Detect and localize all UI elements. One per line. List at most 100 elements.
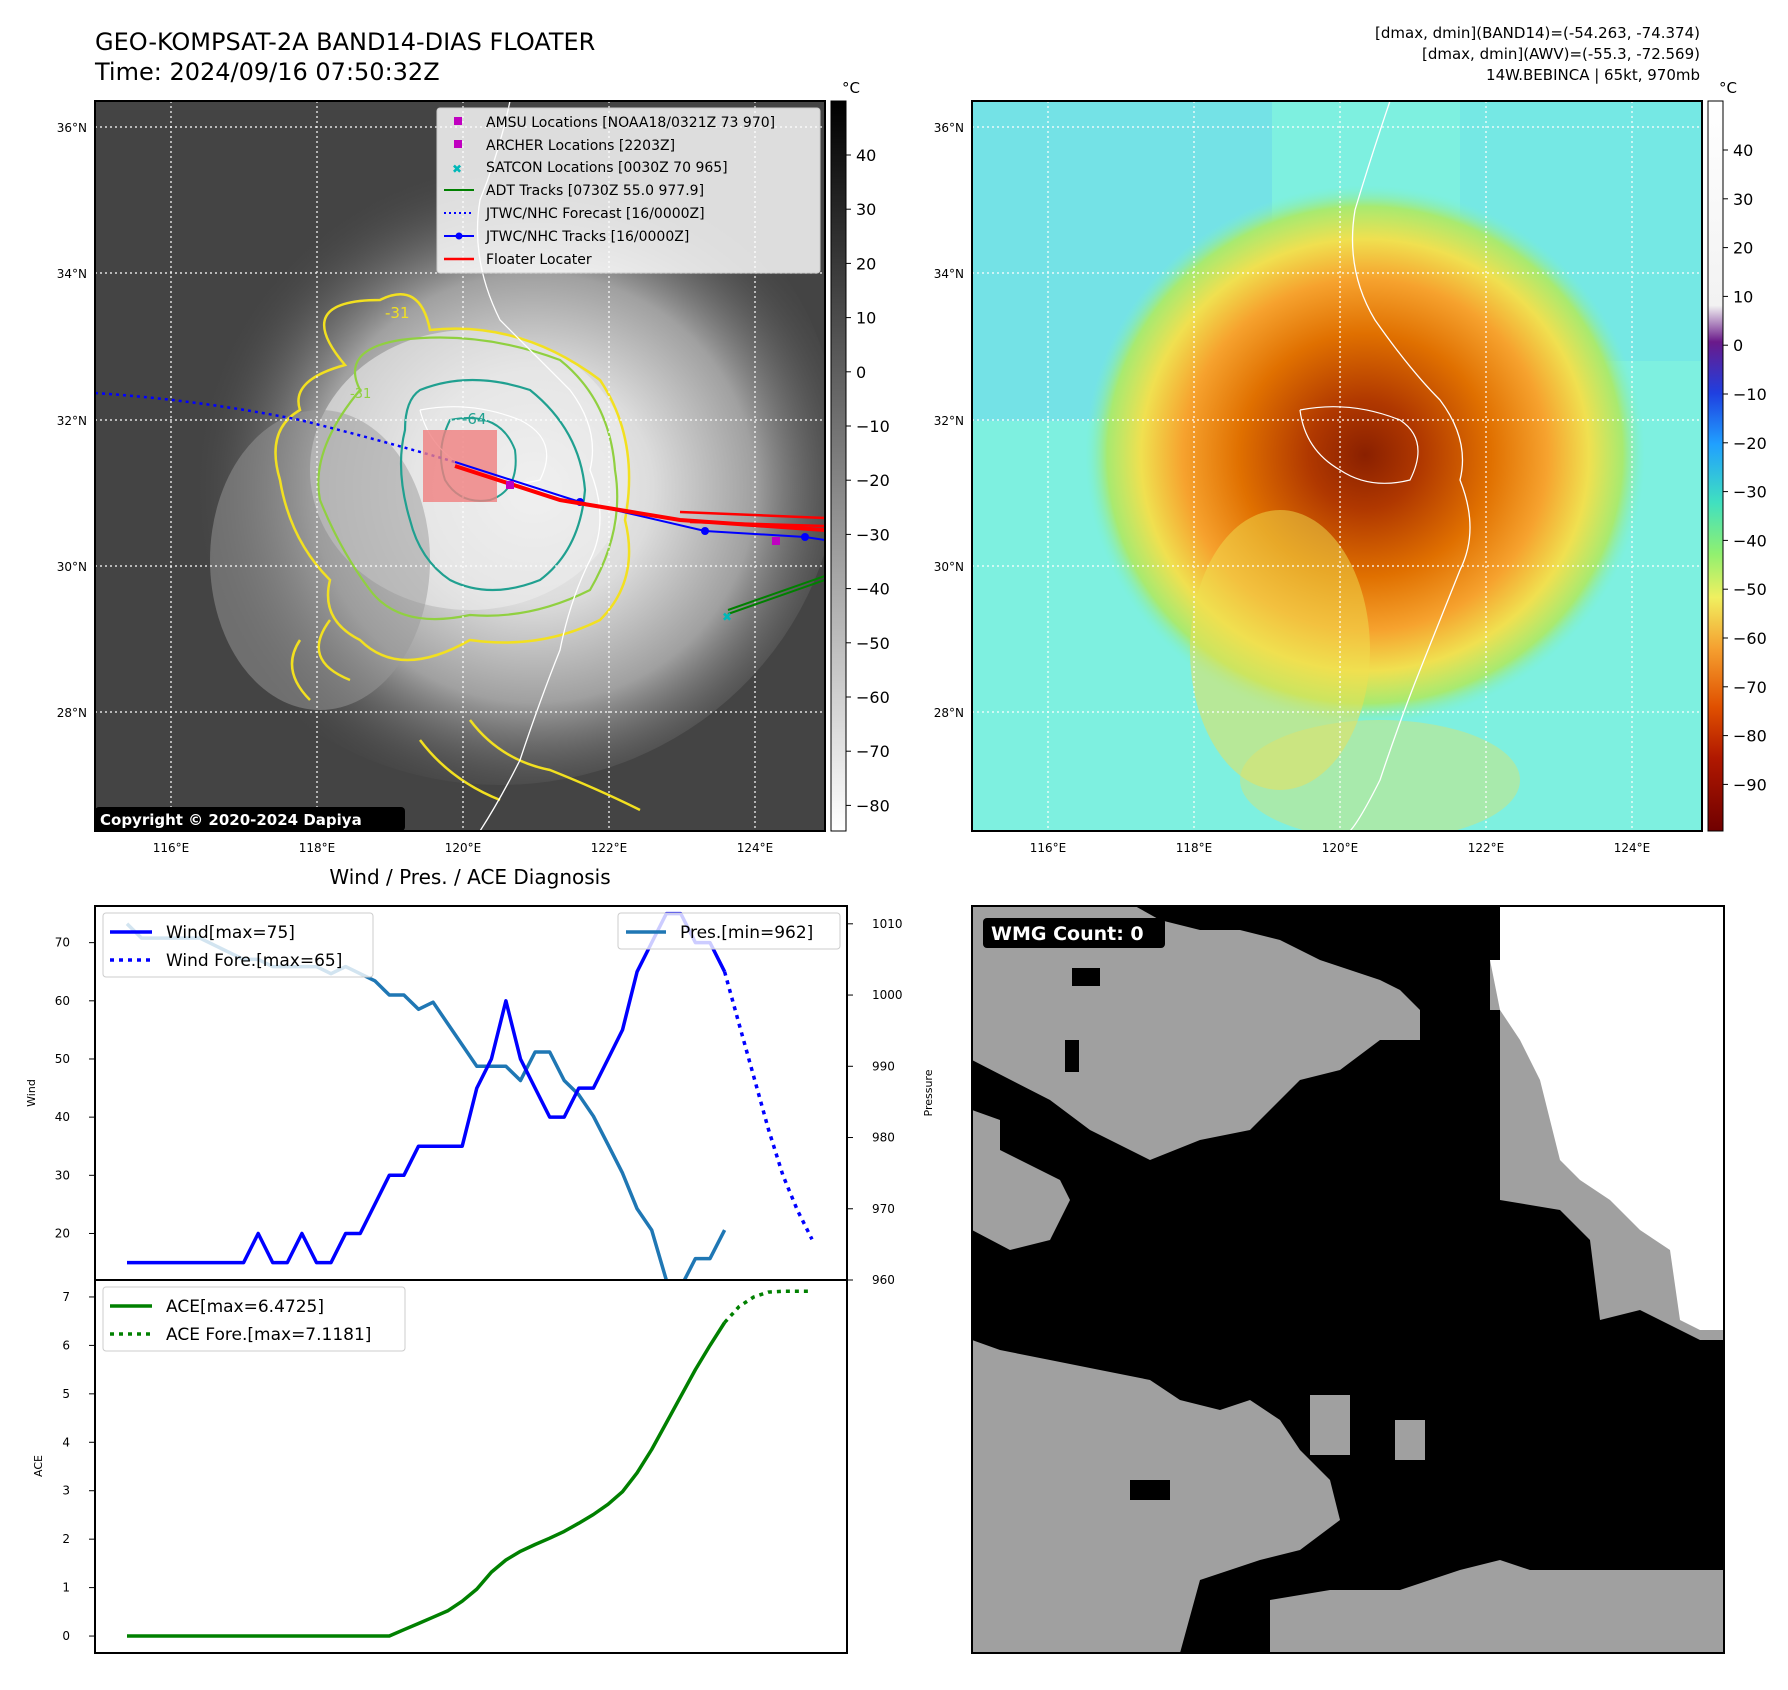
ir-map-panel: ✖ -31 -64 -31 AMSU Locations [NOAA18/032…: [94, 100, 826, 832]
ace-tick-label: 2: [62, 1532, 70, 1546]
awv-lon-labels: 116°E 118°E 120°E 122°E 124°E: [1030, 841, 1651, 855]
wind-legend: Wind[max=75] Wind Fore.[max=65]: [102, 912, 374, 978]
contour-label: -64: [462, 410, 487, 428]
pressure-tick-label: 970: [872, 1202, 895, 1216]
legend-amsu: AMSU Locations [NOAA18/0321Z 73 970]: [486, 115, 775, 131]
legend-ace-forecast: ACE Fore.[max=7.1181]: [166, 1325, 371, 1345]
ace-tick-label: 0: [62, 1629, 70, 1643]
ace-forecast-line: [723, 1289, 812, 1324]
wind-tick-label: 50: [55, 1052, 70, 1066]
legend-adt: ADT Tracks [0730Z 55.0 977.9]: [486, 183, 704, 199]
legend-jtwc-forecast: JTWC/NHC Forecast [16/0000Z]: [485, 206, 705, 222]
awv-map-panel: [971, 100, 1703, 832]
info-line3: 14W.BEBINCA | 65kt, 970mb: [1486, 66, 1700, 84]
colorbar-tick-label: 0: [856, 363, 866, 382]
wind-axis-label: Wind: [25, 1079, 38, 1107]
ace-legend: ACE[max=6.4725] ACE Fore.[max=7.1181]: [102, 1286, 406, 1352]
ir-lon-labels: 116°E 118°E 120°E 122°E 124°E: [153, 841, 774, 855]
svg-text:30°N: 30°N: [57, 560, 87, 574]
legend-wind: Wind[max=75]: [166, 923, 295, 943]
svg-text:28°N: 28°N: [934, 706, 964, 720]
svg-text:118°E: 118°E: [1176, 841, 1213, 855]
figure-title-line2: Time: 2024/09/16 07:50:32Z: [94, 58, 440, 86]
copyright-badge: Copyright © 2020-2024 Dapiya: [100, 811, 362, 829]
legend-pressure: Pres.[min=962]: [680, 923, 813, 943]
awv-gridlines: [972, 101, 1702, 831]
wind-tick-label: 40: [55, 1110, 70, 1124]
wmg-count-badge: WMG Count: 0: [991, 923, 1144, 945]
legend-wind-forecast: Wind Fore.[max=65]: [166, 951, 342, 971]
colorbar-tick-label: −80: [856, 796, 890, 815]
colorbar-tick-label: 0: [1733, 336, 1743, 355]
pressure-tick-label: 980: [872, 1131, 895, 1145]
info-line1: [dmax, dmin](BAND14)=(-54.263, -74.374): [1375, 24, 1700, 42]
colorbar-tick-label: 20: [856, 254, 876, 273]
pressure-tick-label: 1010: [872, 917, 903, 931]
awv-colorbar-unit: °C: [1719, 79, 1737, 97]
svg-text:120°E: 120°E: [445, 841, 482, 855]
legend-archer: ARCHER Locations [2203Z]: [486, 138, 675, 154]
pressure-tick-label: 960: [872, 1273, 895, 1287]
colorbar-tick-label: −50: [856, 634, 890, 653]
svg-text:122°E: 122°E: [1468, 841, 1505, 855]
svg-text:36°N: 36°N: [934, 121, 964, 135]
ace-tick-label: 4: [62, 1435, 70, 1449]
legend-satcon: SATCON Locations [0030Z 70 965]: [486, 160, 728, 176]
pressure-tick-label: 990: [872, 1059, 895, 1073]
ace-chart: 0 1 2 3 4 5 6 7 ACE ACE[max=6.4725] ACE Fore.[m…: [32, 1279, 848, 1654]
colorbar-tick-label: 40: [1733, 141, 1753, 160]
ace-tick-label: 5: [62, 1387, 70, 1401]
colorbar-tick-label: −80: [1733, 727, 1767, 746]
svg-text:34°N: 34°N: [57, 267, 87, 281]
svg-text:124°E: 124°E: [1614, 841, 1651, 855]
wmg-land-mask: [972, 906, 1724, 1653]
contour-label: -31: [350, 387, 371, 402]
colorbar-tick-label: −30: [856, 525, 890, 544]
ace-axis-label: ACE: [32, 1455, 45, 1477]
colorbar-tick-label: 20: [1733, 239, 1753, 258]
colorbar-tick-label: −70: [1733, 678, 1767, 697]
legend-ace: ACE[max=6.4725]: [166, 1297, 324, 1317]
svg-text:32°N: 32°N: [934, 414, 964, 428]
colorbar-tick-label: 40: [856, 146, 876, 165]
svg-text:30°N: 30°N: [934, 560, 964, 574]
colorbar-tick-label: −70: [856, 742, 890, 761]
svg-text:116°E: 116°E: [1030, 841, 1067, 855]
ace-tick-label: 6: [62, 1338, 70, 1352]
svg-text:122°E: 122°E: [591, 841, 628, 855]
svg-text:32°N: 32°N: [57, 414, 87, 428]
colorbar-tick-label: −40: [1733, 531, 1767, 550]
contour-label: -31: [385, 304, 410, 322]
adt-track: [727, 575, 825, 615]
pressure-tick-label: 1000: [872, 988, 903, 1002]
awv-colorbar: °C 40 30 20 10 0 −10 −20 −30 −40 −50 −60 −70 −80 −90: [1707, 79, 1767, 832]
wmg-panel: WMG Count: 0: [971, 905, 1725, 1654]
ace-tick-label: 3: [62, 1484, 70, 1498]
colorbar-tick-label: −20: [1733, 434, 1767, 453]
satcon-marker: ✖: [722, 610, 732, 624]
ace-tick-label: 1: [62, 1581, 70, 1595]
svg-text:34°N: 34°N: [934, 267, 964, 281]
map-legend: AMSU Locations [NOAA18/0321Z 73 970] ARC…: [436, 107, 821, 274]
colorbar-tick-label: −20: [856, 471, 890, 490]
wind-line: [127, 911, 727, 1265]
svg-text:124°E: 124°E: [737, 841, 774, 855]
figure-title-line1: GEO-KOMPSAT-2A BAND14-DIAS FLOATER: [95, 28, 595, 56]
colorbar-tick-label: −50: [1733, 580, 1767, 599]
colorbar-tick-label: −60: [1733, 629, 1767, 648]
svg-text:118°E: 118°E: [299, 841, 336, 855]
contour-minus40: [317, 336, 619, 621]
wind-tick-label: 60: [55, 994, 70, 1008]
colorbar-tick-label: 10: [1733, 287, 1753, 306]
colorbar-tick-label: 30: [1733, 190, 1753, 209]
ir-colorbar-unit: °C: [842, 79, 860, 97]
pressure-legend: Pres.[min=962]: [617, 912, 841, 950]
info-line2: [dmax, dmin](AWV)=(-55.3, -72.569): [1422, 45, 1700, 63]
colorbar-tick-label: −10: [1733, 385, 1767, 404]
diag-title: Wind / Pres. / ACE Diagnosis: [329, 865, 610, 889]
wind-tick-label: 20: [55, 1226, 70, 1240]
contour-minus31: [274, 293, 631, 662]
colorbar-tick-label: −90: [1733, 775, 1767, 794]
colorbar-tick-label: 30: [856, 200, 876, 219]
